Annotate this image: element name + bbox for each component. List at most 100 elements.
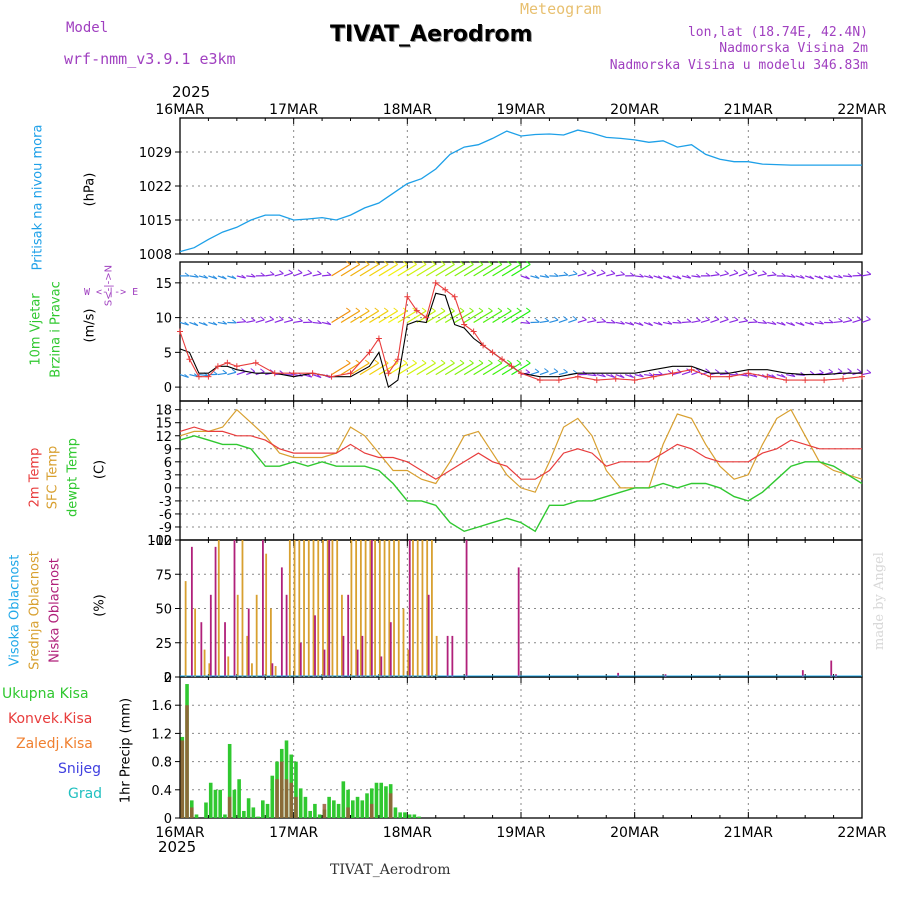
- wind-arrow: [274, 272, 284, 277]
- y-tick-label: 9: [164, 443, 172, 458]
- wind-arrow-head: [809, 321, 815, 326]
- time-label-bottom: 22MAR: [837, 825, 886, 841]
- y-tick-label: -3: [159, 495, 172, 510]
- wind-arrow: [407, 362, 427, 376]
- y-tick-label: -9: [159, 521, 172, 536]
- wind-arrow: [492, 310, 512, 323]
- wind-arrow: [492, 362, 512, 376]
- wind-arrow: [795, 275, 805, 279]
- wind-speed-marker: [385, 370, 392, 377]
- wind-arrow-head: [355, 307, 361, 312]
- wind-arrow-head: [383, 261, 389, 265]
- legend-conv-rain: Konvek.Kisa: [8, 711, 93, 727]
- wind-arrow-head: [544, 368, 549, 372]
- total-precip-bar: [374, 782, 379, 818]
- wind-arrow-head: [374, 307, 380, 312]
- wind-arrow-head: [194, 273, 199, 278]
- total-precip-bar: [384, 786, 388, 818]
- wind-arrow-head: [525, 275, 530, 280]
- total-precip-bar: [242, 810, 246, 818]
- wind-arrow-head: [658, 371, 663, 375]
- wind-arrow-head: [554, 272, 559, 277]
- wind-arrow-head: [317, 320, 322, 324]
- wind-arrow: [805, 321, 815, 326]
- wind-arrow: [236, 321, 246, 324]
- conv-precip-bar: [275, 779, 279, 818]
- wind-arrow-head: [307, 373, 313, 378]
- wind-arrow-head: [638, 322, 644, 326]
- wind-arrow-head: [544, 274, 550, 278]
- wind-arrow: [691, 275, 701, 278]
- wind-arrow-head: [297, 269, 303, 274]
- wind-arrow-head: [459, 359, 465, 364]
- wind-arrow-head: [610, 319, 616, 324]
- wind-arrow-head: [184, 272, 190, 277]
- wind-arrow: [681, 321, 692, 324]
- wind-arrow-head: [572, 369, 578, 374]
- wind-arrow-head: [771, 320, 777, 325]
- low-cloud-bar: [262, 540, 264, 677]
- mid-cloud-bar: [265, 553, 268, 677]
- time-label-top: 17MAR: [269, 102, 318, 118]
- wind-arrow: [587, 272, 596, 277]
- y-tick-label: 18: [155, 404, 172, 419]
- wind-arrow: [625, 321, 635, 326]
- low-cloud-bar: [285, 594, 288, 677]
- wind-speed-marker: [669, 370, 676, 377]
- wind-arrow: [558, 318, 568, 324]
- wind-arrow-head: [856, 316, 862, 321]
- wind-arrow: [568, 273, 578, 277]
- wind-arrow: [644, 373, 654, 377]
- wind-arrow-head: [534, 368, 540, 373]
- wind-arrow-head: [762, 270, 767, 275]
- wind-arrow-head: [696, 317, 701, 322]
- y-tick-label: 3: [164, 469, 172, 484]
- wind-arrow-head: [819, 369, 824, 374]
- wind-speed-marker: [432, 279, 439, 286]
- wind-arrow-head: [278, 316, 284, 320]
- wind-arrow-head: [753, 318, 758, 323]
- mid-cloud-bar: [416, 540, 419, 677]
- pressure-line: [179, 129, 862, 253]
- wind-arrow: [719, 318, 729, 324]
- wind-arrow-head: [184, 321, 189, 326]
- wind-arrow-head: [790, 273, 796, 278]
- wind-arrow: [322, 274, 332, 277]
- wind-arrow: [378, 263, 398, 277]
- low-cloud-bar: [451, 635, 454, 677]
- wind-arrow: [729, 272, 739, 277]
- wind-arrow: [549, 371, 559, 376]
- time-label-bottom: 17MAR: [269, 825, 318, 841]
- total-precip-bar: [237, 779, 241, 818]
- wind-arrow: [236, 371, 246, 376]
- y-tick-label: 15: [155, 277, 172, 292]
- wind-arrow: [482, 310, 503, 323]
- wind-speed-marker: [726, 373, 733, 380]
- wind-arrow-head: [269, 271, 275, 275]
- mid-cloud-bar: [184, 581, 187, 677]
- low-cloud-bar: [224, 622, 226, 677]
- wind-arrow-head: [601, 373, 606, 378]
- wind-speed-marker: [214, 363, 221, 370]
- wind-arrow-head: [705, 272, 711, 277]
- wind-arrow: [767, 274, 777, 277]
- y-tick-label: -6: [159, 508, 172, 523]
- wind-arrow: [700, 319, 710, 324]
- wind-arrow-head: [714, 316, 720, 320]
- wind-arrow: [397, 263, 417, 277]
- wind-arrow-head: [412, 359, 417, 364]
- y-tick-label: 0: [164, 671, 172, 686]
- wind-arrow: [283, 272, 293, 277]
- wind-arrow: [274, 318, 284, 324]
- wind-arrow-head: [600, 269, 606, 274]
- low-cloud-bar: [271, 663, 274, 677]
- wind-arrow-head: [535, 318, 540, 323]
- wind-arrow-head: [799, 322, 805, 326]
- low-cloud-bar: [328, 540, 331, 677]
- wind-arrow-head: [317, 270, 322, 275]
- wind-arrow-head: [260, 272, 266, 277]
- wind-arrow-head: [507, 307, 512, 312]
- temp2m-line: [179, 426, 862, 480]
- y-tick-label: -12: [151, 534, 172, 549]
- model-elevation: Nadmorska Visina u modelu 346.83m: [609, 58, 868, 73]
